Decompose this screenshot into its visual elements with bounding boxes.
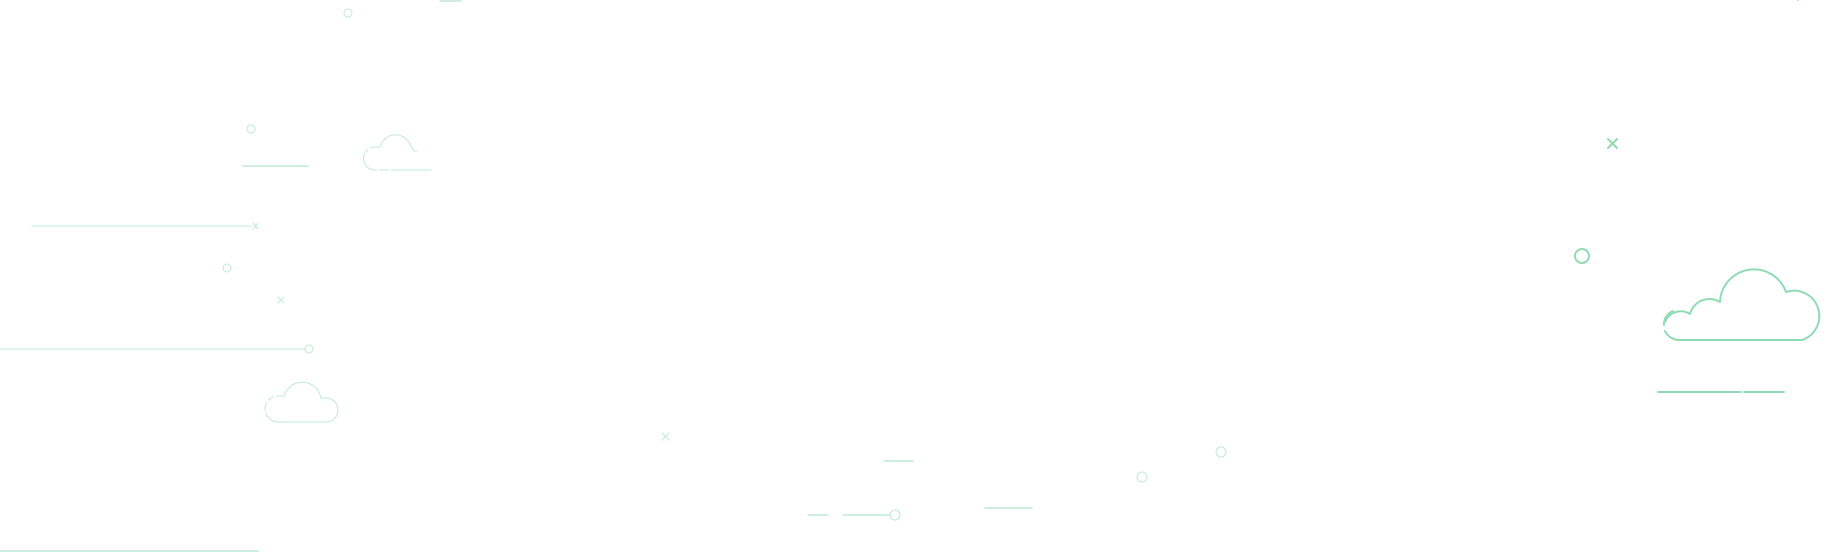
circle-icon	[222, 263, 232, 273]
cross-icon	[661, 432, 670, 441]
cross-icon	[252, 222, 259, 230]
cloud-icon	[363, 134, 432, 171]
cloud-icon	[264, 381, 339, 423]
cross-icon	[1607, 138, 1618, 149]
circle-icon	[246, 124, 256, 134]
cloud-icon	[1664, 268, 1821, 341]
circle-icon	[889, 509, 901, 521]
cross-icon	[277, 296, 285, 304]
circle-icon	[1574, 248, 1590, 264]
cloud-icon-segment	[1662, 310, 1674, 326]
circle-icon	[343, 8, 353, 18]
circle-icon	[304, 344, 314, 354]
circle-icon	[1215, 446, 1227, 458]
circle-icon	[1136, 471, 1148, 483]
